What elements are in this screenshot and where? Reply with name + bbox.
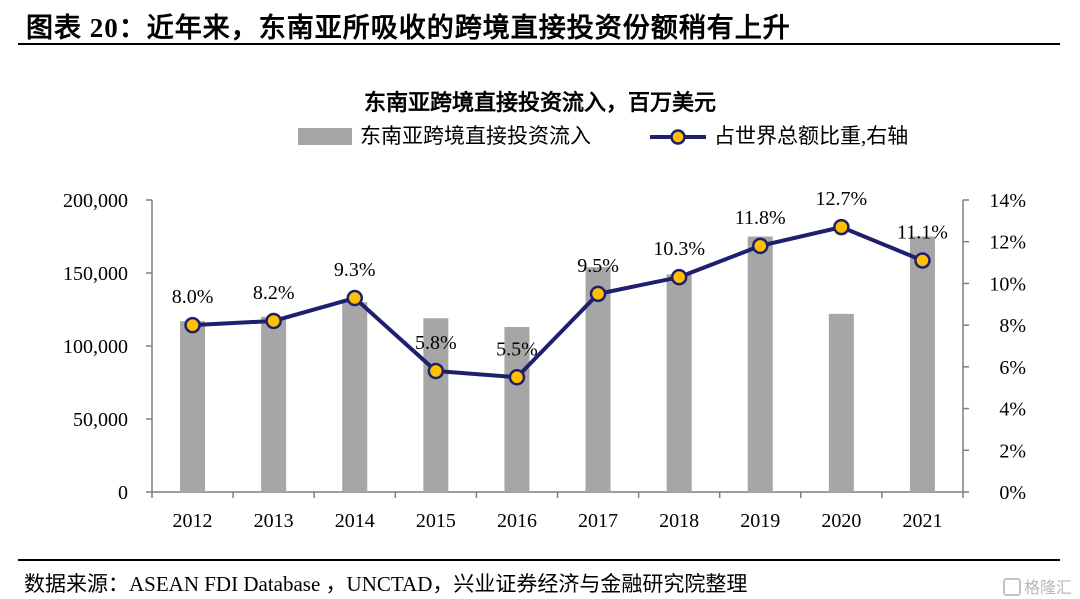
figure-title: 图表 20：近年来，东南亚所吸收的跨境直接投资份额稍有上升	[26, 13, 791, 43]
x-axis-tick-label: 2017	[578, 510, 618, 532]
x-axis-tick-label: 2014	[335, 510, 375, 532]
bar	[747, 236, 773, 492]
line-point	[346, 289, 363, 307]
source-note: 数据来源：ASEAN FDI Database ，UNCTAD，兴业证券经济与金…	[24, 572, 748, 596]
left-axis-tick-label: 0	[118, 482, 128, 504]
chart-axes: 0 50,000 100,000 150,000 200,000 0% 2% 4% 6% 8% 10…	[63, 190, 1026, 532]
x-axis-tick-label: 2018	[659, 510, 699, 532]
data-label: 9.5%	[577, 255, 619, 277]
bar	[180, 321, 206, 492]
watermark-logo-icon	[1002, 578, 1021, 596]
data-label: 5.5%	[496, 338, 538, 360]
x-axis-tick-label: 2013	[254, 510, 294, 532]
data-label: 10.3%	[653, 238, 705, 260]
right-axis-tick-label: 8%	[999, 315, 1026, 337]
bar	[342, 302, 368, 492]
x-axis-tick-label: 2019	[740, 510, 780, 532]
line-point	[508, 369, 526, 386]
legend-line-label: 占世界总额比重,右轴	[714, 124, 908, 148]
bar	[828, 313, 854, 492]
data-label: 5.8%	[415, 332, 457, 354]
legend-bar-label: 东南亚跨境直接投资流入	[360, 124, 591, 148]
right-axis-tick-label: 2%	[999, 440, 1026, 462]
x-axis-tick-label: 2012	[173, 510, 213, 532]
line-point	[184, 316, 201, 334]
bar-series	[180, 236, 935, 492]
bar	[909, 236, 935, 492]
chart-title: 东南亚跨境直接投资流入，百万美元	[364, 90, 716, 115]
line-point	[670, 268, 688, 286]
line-point	[833, 218, 850, 236]
title-rule	[18, 43, 1060, 45]
line-point	[914, 252, 931, 269]
source-rule	[18, 559, 1060, 561]
left-axis-tick-label: 50,000	[73, 409, 128, 431]
legend-line-marker	[670, 129, 686, 145]
data-labels: 8.0% 8.2% 9.3% 5.8% 5.5% 9.5% 10.3% 11.8% 12.7% 1…	[172, 188, 948, 360]
data-label: 8.2%	[253, 282, 295, 304]
right-axis-tick-label: 14%	[989, 190, 1026, 212]
left-axis-tick-label: 150,000	[63, 263, 128, 285]
left-axis-tick-label: 200,000	[63, 190, 128, 212]
line-point	[589, 285, 607, 303]
data-label: 9.3%	[334, 259, 376, 281]
legend-bar-swatch	[298, 128, 352, 145]
watermark-text: 格隆汇	[1023, 578, 1072, 597]
x-axis-tick-label: 2020	[821, 510, 861, 532]
data-label: 11.1%	[897, 221, 948, 243]
data-label: 8.0%	[172, 286, 214, 308]
data-label: 11.8%	[735, 207, 786, 229]
right-axis-tick-label: 4%	[999, 399, 1026, 421]
share-line	[192, 225, 924, 380]
line-point	[427, 362, 445, 380]
watermark: 格隆汇	[1002, 574, 1072, 598]
bar	[261, 316, 287, 492]
x-axis-tick-label: 2016	[497, 510, 537, 532]
right-axis-tick-label: 6%	[999, 357, 1026, 379]
right-axis-tick-label: 10%	[989, 273, 1026, 295]
right-axis-tick-label: 12%	[989, 232, 1026, 254]
x-axis-tick-label: 2015	[416, 510, 456, 532]
line-series	[184, 218, 931, 386]
bar	[666, 274, 692, 492]
bar	[504, 327, 530, 492]
chart-legend: 东南亚跨境直接投资流入 占世界总额比重,右轴	[298, 124, 908, 148]
right-axis-tick-label: 0%	[999, 482, 1026, 504]
line-point	[265, 312, 282, 330]
left-axis-tick-label: 100,000	[63, 336, 128, 358]
data-label: 12.7%	[816, 188, 868, 210]
line-point	[752, 237, 769, 255]
x-axis-tick-label: 2021	[902, 510, 942, 532]
bar	[423, 318, 449, 492]
